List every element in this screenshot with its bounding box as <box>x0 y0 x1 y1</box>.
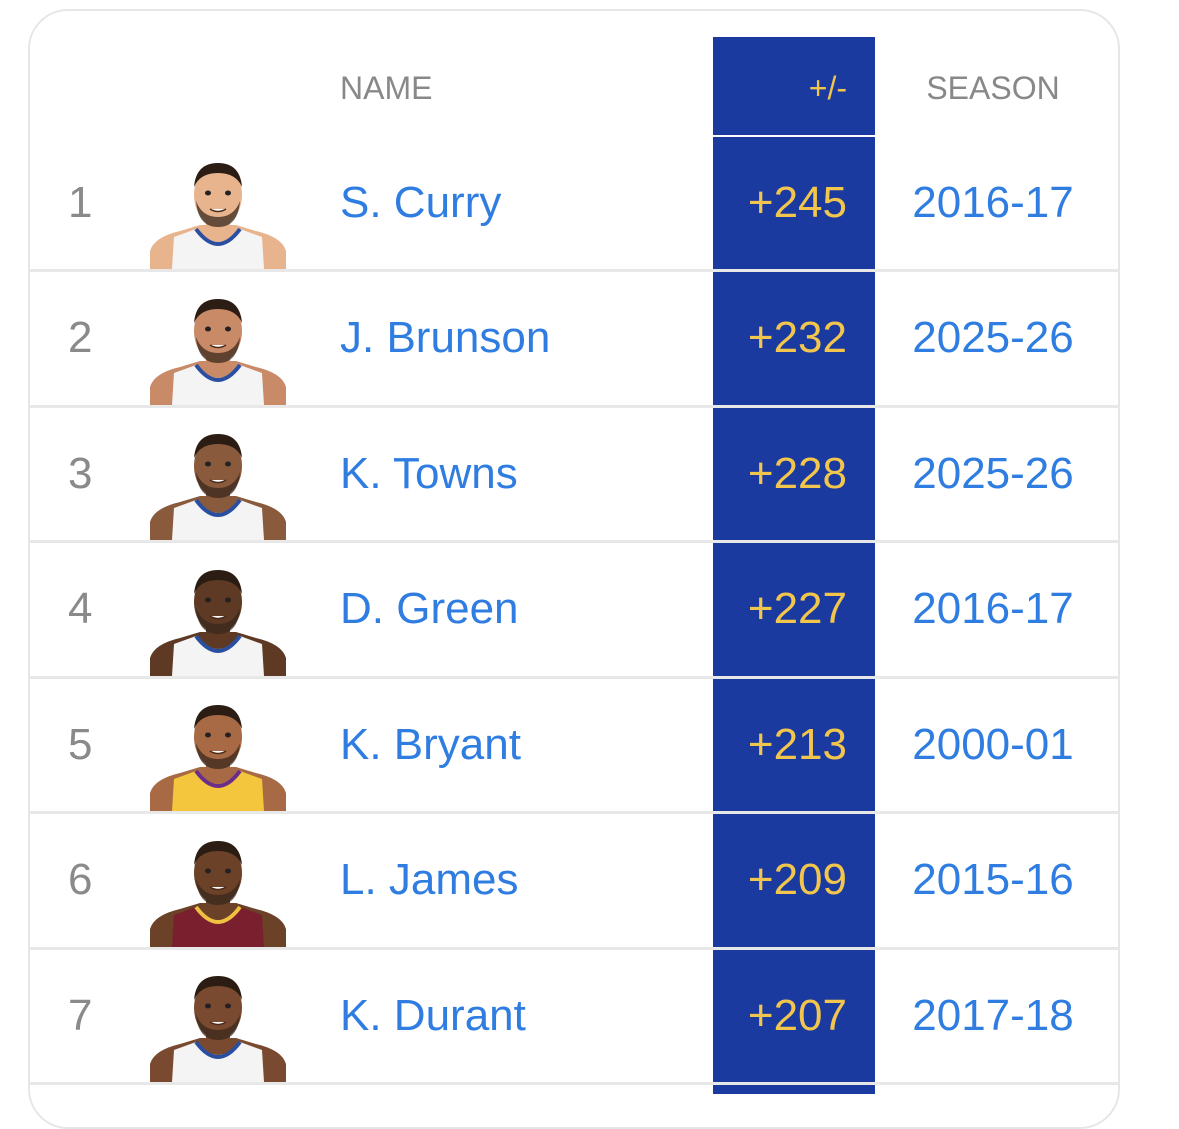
plus-minus: +245 <box>747 177 847 227</box>
header-plus-minus: +/- <box>808 70 847 106</box>
row-separator <box>28 811 1120 814</box>
plus-minus-bg <box>713 543 875 676</box>
page: NAME +/- SEASON 1 S. Curry +245 2016-17 2 J.… <box>28 9 1120 1129</box>
avatar-svg <box>150 840 286 947</box>
player-name: D. Green <box>340 584 519 634</box>
row-separator <box>28 404 1120 408</box>
season: 2016-17 <box>912 177 1074 227</box>
rank: 5 <box>68 719 93 769</box>
plus-minus-bg <box>713 407 875 540</box>
plus-minus-bg <box>713 272 875 405</box>
player-avatar <box>150 972 286 1082</box>
plus-minus-header-bg <box>713 37 875 135</box>
rank: 3 <box>68 448 93 498</box>
plus-minus-bg <box>713 949 875 1082</box>
avatar-svg <box>150 705 286 811</box>
season: 2015-16 <box>912 855 1074 905</box>
player-name: S. Curry <box>340 177 502 227</box>
next-row-bg <box>713 1084 875 1094</box>
rank: 2 <box>68 313 93 363</box>
row-separator <box>28 675 1120 679</box>
rank: 6 <box>68 855 93 905</box>
header-name: NAME <box>340 70 433 106</box>
player-avatar <box>150 566 286 676</box>
row-separator <box>28 269 1120 272</box>
rank: 7 <box>68 990 93 1040</box>
player-avatar <box>150 295 286 405</box>
plus-minus: +232 <box>747 313 847 363</box>
avatar-svg <box>150 163 286 269</box>
plus-minus: +228 <box>747 448 847 498</box>
rank: 1 <box>68 177 93 227</box>
player-name: K. Durant <box>340 990 526 1040</box>
player-avatar <box>150 430 286 540</box>
plus-minus: +213 <box>747 719 847 769</box>
plus-minus: +227 <box>747 584 847 634</box>
row-separator <box>28 1082 1120 1085</box>
avatar-svg <box>150 976 286 1082</box>
row-separator <box>28 540 1120 543</box>
plus-minus-bg <box>713 136 875 269</box>
season: 2017-18 <box>912 990 1074 1040</box>
avatar-svg <box>150 569 286 676</box>
plus-minus-bg <box>713 678 875 811</box>
plus-minus: +207 <box>747 990 847 1040</box>
player-name: L. James <box>340 855 519 905</box>
player-name: K. Towns <box>340 448 518 498</box>
plus-minus: +209 <box>747 855 847 905</box>
plus-minus-bg <box>713 814 875 947</box>
player-name: K. Bryant <box>340 719 521 769</box>
avatar-svg <box>150 434 286 540</box>
header-season: SEASON <box>926 70 1060 106</box>
row-separator <box>28 946 1120 950</box>
avatar-svg <box>150 298 286 405</box>
player-avatar <box>150 701 286 811</box>
season: 2025-26 <box>912 448 1074 498</box>
rank: 4 <box>68 584 93 634</box>
season: 2016-17 <box>912 584 1074 634</box>
player-name: J. Brunson <box>340 313 551 363</box>
player-avatar <box>150 159 286 269</box>
season: 2025-26 <box>912 313 1074 363</box>
season: 2000-01 <box>912 719 1074 769</box>
player-avatar <box>150 837 286 947</box>
